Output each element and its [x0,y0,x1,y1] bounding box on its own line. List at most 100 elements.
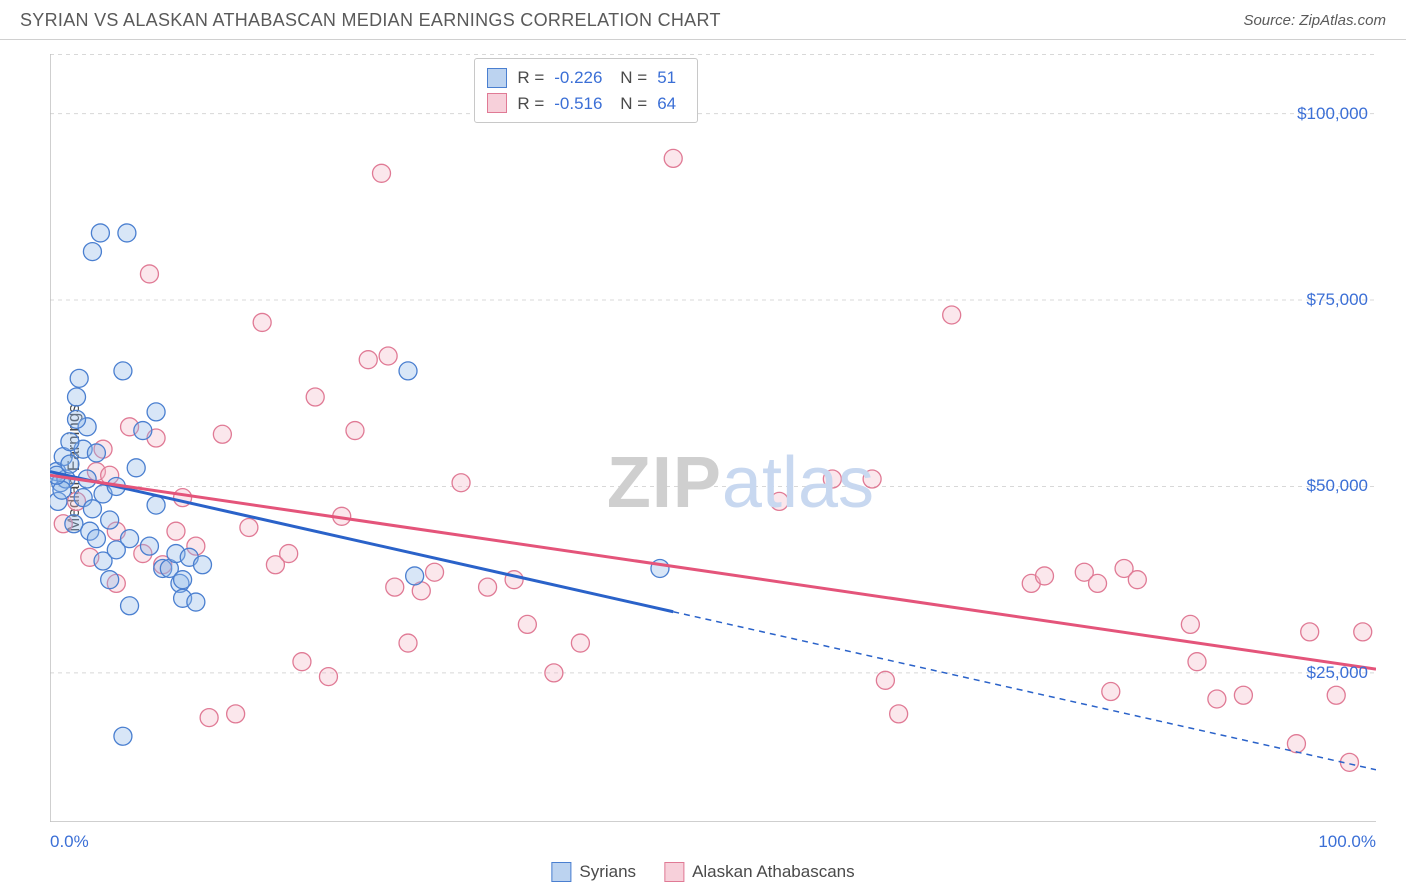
y-tick-label: $25,000 [1307,663,1368,683]
bottom-legend: Syrians Alaskan Athabascans [551,862,854,882]
scatter-point [213,425,231,443]
scatter-point [61,455,79,473]
stat-n-label: N = [620,65,647,91]
x-tick-label: 0.0% [50,832,89,852]
scatter-point [127,459,145,477]
scatter-point [134,422,152,440]
scatter-point [193,556,211,574]
scatter-point [240,518,258,536]
scatter-point [571,634,589,652]
y-tick-label: $50,000 [1307,476,1368,496]
scatter-point [1354,623,1372,641]
scatter-point [147,403,165,421]
scatter-point [1208,690,1226,708]
scatter-point [140,265,158,283]
stat-r-label: R = [517,91,544,117]
trendline-dashed [673,612,1376,770]
scatter-point [107,541,125,559]
scatter-point [346,422,364,440]
scatter-point [87,530,105,548]
scatter-point [399,634,417,652]
scatter-point [1301,623,1319,641]
scatter-point [118,224,136,242]
legend-label: Alaskan Athabascans [692,862,855,882]
chart-container: Median Earnings $25,000$50,000$75,000$10… [0,44,1406,892]
scatter-point [399,362,417,380]
scatter-point [65,515,83,533]
scatter-point [406,567,424,585]
scatter-point [114,727,132,745]
scatter-point [68,410,86,428]
scatter-point [359,351,377,369]
scatter-point [121,597,139,615]
scatter-point [823,470,841,488]
header: SYRIAN VS ALASKAN ATHABASCAN MEDIAN EARN… [0,0,1406,40]
scatter-point [187,593,205,611]
x-tick-label: 100.0% [1318,832,1376,852]
y-tick-label: $75,000 [1307,290,1368,310]
scatter-point [1188,653,1206,671]
scatter-point [1181,615,1199,633]
scatter-point [147,496,165,514]
stats-swatch [487,68,507,88]
trendline [50,475,1376,669]
scatter-point [770,492,788,510]
scatter-point [167,522,185,540]
plot-area: $25,000$50,000$75,000$100,000 ZIPatlas R… [50,54,1376,822]
scatter-point [227,705,245,723]
stats-legend-box: R = -0.226 N = 51 R = -0.516 N = 64 [474,58,698,123]
scatter-point [174,571,192,589]
stat-n-value: 64 [657,91,685,117]
scatter-point [306,388,324,406]
scatter-point [890,705,908,723]
scatter-point [876,671,894,689]
scatter-point [1102,683,1120,701]
scatter-point [943,306,961,324]
stat-n-value: 51 [657,65,685,91]
scatter-point [61,433,79,451]
scatter-point [140,537,158,555]
scatter-point [87,444,105,462]
scatter-point [1128,571,1146,589]
scatter-point [1327,686,1345,704]
scatter-point [664,149,682,167]
stats-swatch [487,93,507,113]
scatter-point [1234,686,1252,704]
scatter-point [101,571,119,589]
source-attribution: Source: ZipAtlas.com [1243,12,1386,29]
scatter-point [863,470,881,488]
scatter-point [91,224,109,242]
stat-r-value: -0.226 [554,65,610,91]
scatter-point [545,664,563,682]
scatter-point [83,243,101,261]
scatter-point [386,578,404,596]
stat-r-value: -0.516 [554,91,610,117]
scatter-point [293,653,311,671]
scatter-point [426,563,444,581]
scatter-point [373,164,391,182]
y-tick-label: $100,000 [1297,104,1368,124]
scatter-point [83,500,101,518]
legend-item: Syrians [551,862,636,882]
stat-r-label: R = [517,65,544,91]
scatter-point [114,362,132,380]
stats-row: R = -0.226 N = 51 [487,65,685,91]
scatter-point [319,668,337,686]
scatter-point [1089,574,1107,592]
scatter-point [200,709,218,727]
scatter-point [479,578,497,596]
legend-item: Alaskan Athabascans [664,862,855,882]
legend-swatch [664,862,684,882]
stats-row: R = -0.516 N = 64 [487,91,685,117]
stat-n-label: N = [620,91,647,117]
scatter-point [1036,567,1054,585]
legend-label: Syrians [579,862,636,882]
chart-title: SYRIAN VS ALASKAN ATHABASCAN MEDIAN EARN… [20,10,721,31]
legend-swatch [551,862,571,882]
scatter-point [280,545,298,563]
scatter-point [452,474,470,492]
scatter-point [68,388,86,406]
scatter-point [518,615,536,633]
scatter-point [379,347,397,365]
scatter-svg [50,54,1376,822]
